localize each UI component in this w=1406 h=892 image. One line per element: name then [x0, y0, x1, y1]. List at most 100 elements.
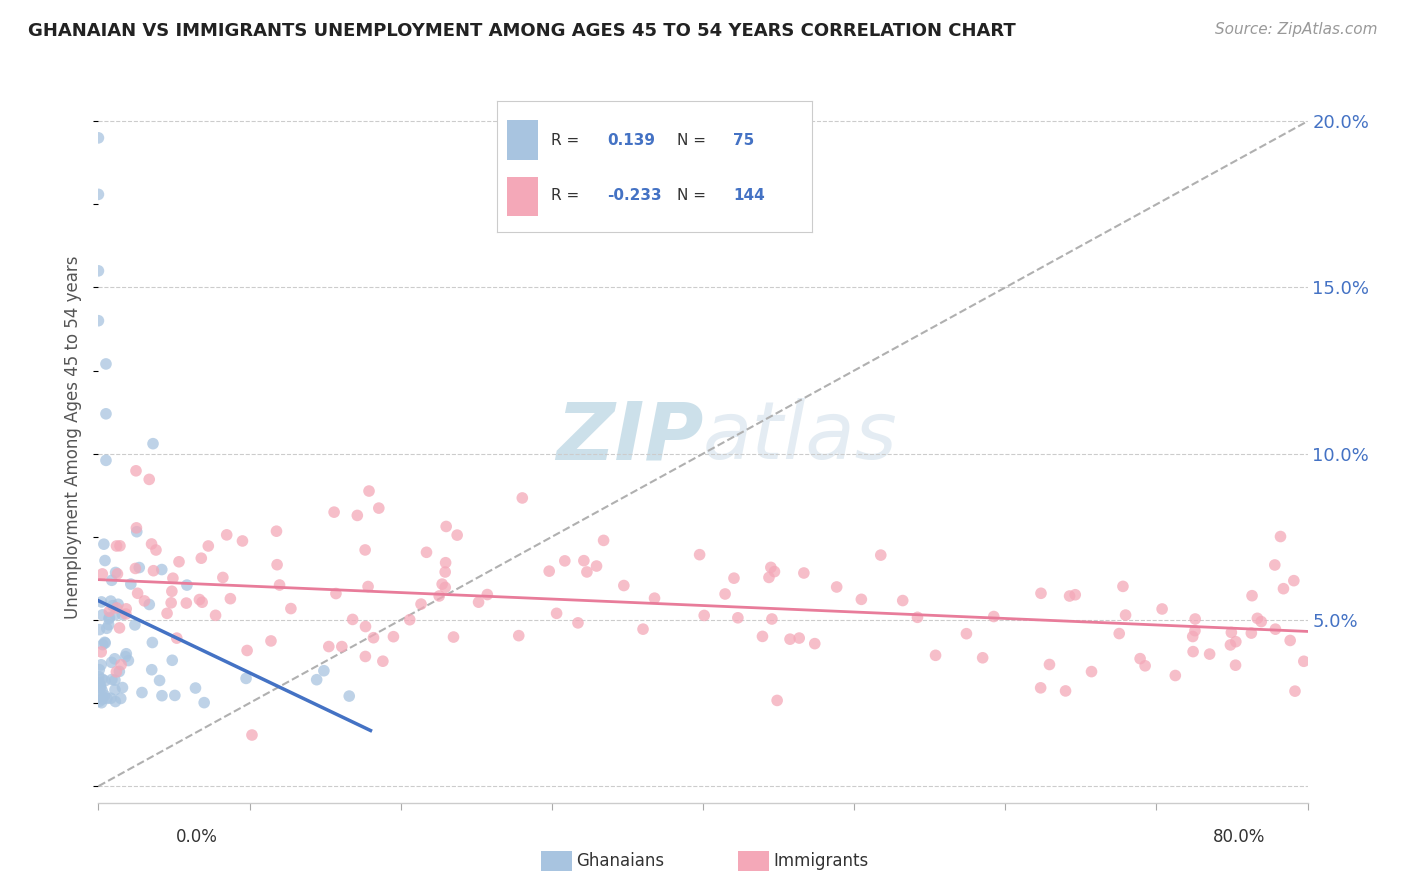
Point: [869, 548, 891, 562]
Point: [346, 508, 368, 523]
Point: [443, 630, 465, 644]
Point: [1219, 638, 1241, 652]
Point: [1164, 668, 1187, 682]
Point: [575, 565, 598, 579]
Point: [141, 663, 163, 677]
Point: [972, 650, 994, 665]
Point: [100, 594, 122, 608]
Point: [763, 565, 786, 579]
Point: [89, 663, 111, 677]
Point: [446, 528, 468, 542]
Point: [266, 524, 288, 539]
Point: [107, 597, 129, 611]
Point: [197, 539, 219, 553]
Point: [111, 607, 134, 622]
Point: [98, 604, 121, 618]
Point: [176, 578, 198, 592]
Point: [93, 689, 115, 703]
Point: [162, 653, 184, 667]
Point: [787, 631, 810, 645]
Text: GHANAIAN VS IMMIGRANTS UNEMPLOYMENT AMONG AGES 45 TO 54 YEARS CORRELATION CHART: GHANAIAN VS IMMIGRANTS UNEMPLOYMENT AMON…: [28, 22, 1017, 40]
Point: [100, 574, 122, 588]
Point: [280, 601, 302, 615]
Point: [354, 649, 377, 664]
Point: [240, 728, 263, 742]
Point: [115, 607, 138, 621]
Point: [851, 592, 873, 607]
Point: [1279, 633, 1302, 648]
Point: [93, 537, 115, 551]
Point: [803, 637, 825, 651]
Point: [115, 647, 138, 661]
Point: [89, 623, 111, 637]
Point: [188, 592, 211, 607]
Point: [1064, 588, 1087, 602]
Point: [104, 566, 127, 580]
Point: [90, 696, 112, 710]
Point: [357, 580, 380, 594]
Point: [354, 543, 377, 558]
Point: [235, 672, 257, 686]
Point: [105, 539, 128, 553]
Point: [1270, 529, 1292, 543]
Point: [120, 577, 142, 591]
Point: [184, 681, 207, 695]
Point: [1240, 589, 1263, 603]
Point: [1108, 626, 1130, 640]
Point: [759, 560, 782, 574]
Point: [107, 566, 129, 581]
Point: [104, 673, 127, 688]
Point: [100, 656, 122, 670]
Point: [93, 635, 115, 649]
Y-axis label: Unemployment Among Ages 45 to 54 years: Unemployment Among Ages 45 to 54 years: [65, 255, 83, 619]
Point: [212, 570, 235, 584]
Point: [142, 564, 165, 578]
Point: [236, 643, 259, 657]
Point: [141, 537, 163, 551]
Point: [131, 685, 153, 699]
Point: [631, 622, 654, 636]
Point: [1054, 684, 1077, 698]
Point: [983, 609, 1005, 624]
Point: [231, 533, 253, 548]
Point: [1080, 665, 1102, 679]
Point: [689, 548, 711, 562]
Point: [714, 587, 737, 601]
Point: [115, 602, 138, 616]
Point: [91, 638, 114, 652]
Point: [342, 612, 364, 626]
Point: [87, 187, 110, 202]
Point: [613, 578, 636, 592]
Point: [382, 630, 405, 644]
Point: [104, 607, 127, 622]
Point: [693, 608, 716, 623]
Text: Immigrants: Immigrants: [773, 852, 869, 870]
Point: [90, 645, 112, 659]
Point: [125, 521, 148, 535]
Point: [260, 634, 283, 648]
Point: [105, 601, 128, 615]
Point: [134, 594, 156, 608]
Point: [160, 584, 183, 599]
Text: atlas: atlas: [703, 398, 898, 476]
Point: [266, 558, 288, 572]
Point: [779, 632, 801, 647]
Point: [91, 683, 114, 698]
Point: [1129, 651, 1152, 665]
Point: [761, 612, 783, 626]
Point: [193, 696, 215, 710]
Text: ZIP: ZIP: [555, 398, 703, 476]
Point: [138, 598, 160, 612]
Point: [108, 539, 131, 553]
Point: [1133, 658, 1156, 673]
Point: [160, 596, 183, 610]
Point: [891, 593, 914, 607]
Point: [434, 581, 457, 595]
Point: [114, 649, 136, 664]
Point: [90, 657, 112, 672]
Point: [337, 689, 360, 703]
Point: [124, 561, 146, 575]
Point: [138, 472, 160, 486]
Point: [1250, 615, 1272, 629]
Point: [510, 491, 533, 505]
